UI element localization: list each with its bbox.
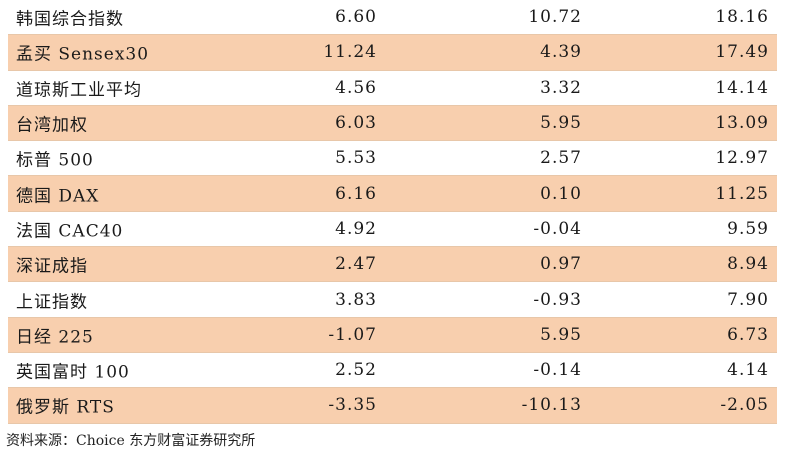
table-row: 道琼斯工业平均 4.56 3.32 14.14 bbox=[8, 71, 777, 106]
value-col-3: 12.97 bbox=[715, 148, 769, 169]
value-col-3: 18.16 bbox=[715, 7, 769, 28]
value-col-2: 0.10 bbox=[540, 183, 582, 204]
value-col-1: 6.03 bbox=[335, 113, 377, 134]
table-row: 孟买 Sensex30 11.24 4.39 17.49 bbox=[8, 35, 777, 71]
table-row: 韩国综合指数 6.60 10.72 18.16 bbox=[8, 0, 777, 36]
source-note: 资料来源：Choice 东方财富证券研究所 bbox=[6, 433, 256, 449]
value-col-2: 0.97 bbox=[540, 254, 582, 275]
value-col-1: 11.24 bbox=[323, 42, 377, 63]
value-col-2: 10.72 bbox=[528, 7, 582, 28]
index-name: 道琼斯工业平均 bbox=[16, 80, 142, 101]
index-name: 孟买 Sensex30 bbox=[16, 44, 150, 65]
table-row: 俄罗斯 RTS -3.35 -10.13 -2.05 bbox=[8, 388, 777, 424]
value-col-1: 2.47 bbox=[335, 254, 377, 275]
value-col-1: 5.53 bbox=[335, 148, 377, 169]
value-col-2: -0.14 bbox=[533, 360, 582, 381]
index-name: 俄罗斯 RTS bbox=[16, 397, 115, 418]
value-col-2: 5.95 bbox=[540, 113, 582, 134]
value-col-2: -0.04 bbox=[533, 218, 582, 239]
value-col-3: 11.25 bbox=[715, 183, 769, 204]
value-col-2: 4.39 bbox=[540, 42, 582, 63]
value-col-1: 2.52 bbox=[335, 360, 377, 381]
index-name: 英国富时 100 bbox=[16, 362, 130, 383]
value-col-1: -3.35 bbox=[328, 395, 377, 416]
value-col-3: 9.59 bbox=[727, 218, 769, 239]
value-col-3: 13.09 bbox=[715, 113, 769, 134]
value-col-3: 6.73 bbox=[727, 324, 769, 345]
value-col-3: 14.14 bbox=[715, 77, 769, 98]
value-col-2: -0.93 bbox=[533, 289, 582, 310]
value-col-3: 17.49 bbox=[715, 42, 769, 63]
value-col-2: 5.95 bbox=[540, 324, 582, 345]
index-name: 韩国综合指数 bbox=[16, 9, 124, 30]
index-name: 标普 500 bbox=[16, 150, 94, 171]
value-col-1: 3.83 bbox=[335, 289, 377, 310]
value-col-1: 4.92 bbox=[335, 218, 377, 239]
table-row: 英国富时 100 2.52 -0.14 4.14 bbox=[8, 353, 777, 389]
index-name: 日经 225 bbox=[16, 327, 94, 348]
value-col-3: 7.90 bbox=[727, 289, 769, 310]
table-row: 台湾加权 6.03 5.95 13.09 bbox=[8, 105, 777, 142]
table-row: 法国 CAC40 4.92 -0.04 9.59 bbox=[8, 212, 777, 248]
index-name: 台湾加权 bbox=[16, 115, 88, 136]
value-col-3: 4.14 bbox=[727, 360, 769, 381]
table-row: 标普 500 5.53 2.57 12.97 bbox=[8, 141, 777, 177]
value-col-2: -10.13 bbox=[521, 395, 582, 416]
value-col-1: 4.56 bbox=[335, 77, 377, 98]
table-row: 上证指数 3.83 -0.93 7.90 bbox=[8, 282, 777, 318]
table-row: 德国 DAX 6.16 0.10 11.25 bbox=[8, 176, 777, 212]
value-col-2: 3.32 bbox=[540, 77, 582, 98]
index-name: 法国 CAC40 bbox=[16, 221, 124, 242]
value-col-3: -2.05 bbox=[720, 395, 769, 416]
table-row: 日经 225 -1.07 5.95 6.73 bbox=[8, 317, 777, 353]
value-col-3: 8.94 bbox=[727, 254, 769, 275]
index-name: 上证指数 bbox=[16, 292, 88, 313]
index-returns-table: 韩国综合指数 6.60 10.72 18.16 孟买 Sensex30 11.2… bbox=[8, 0, 777, 424]
value-col-1: 6.16 bbox=[335, 183, 377, 204]
value-col-2: 2.57 bbox=[540, 148, 582, 169]
index-name: 深证成指 bbox=[16, 256, 88, 277]
value-col-1: -1.07 bbox=[328, 324, 377, 345]
table-row: 深证成指 2.47 0.97 8.94 bbox=[8, 247, 777, 283]
value-col-1: 6.60 bbox=[335, 7, 377, 28]
index-name: 德国 DAX bbox=[16, 186, 100, 207]
